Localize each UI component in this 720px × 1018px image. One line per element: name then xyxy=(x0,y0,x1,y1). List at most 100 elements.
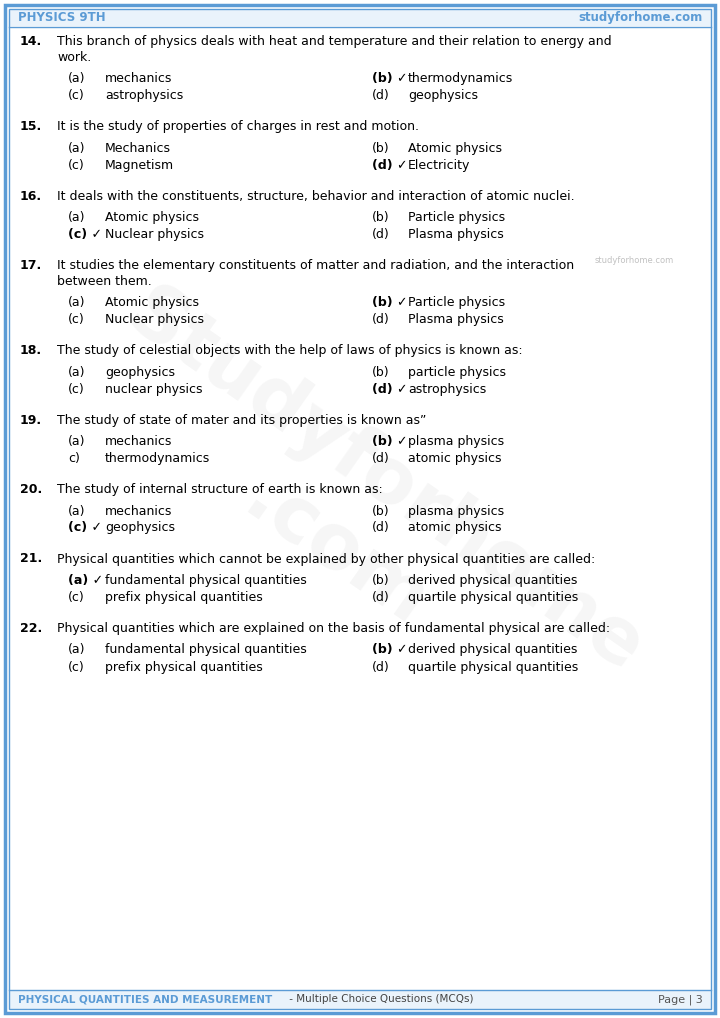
Text: plasma physics: plasma physics xyxy=(408,435,504,448)
Text: thermodynamics: thermodynamics xyxy=(105,452,210,465)
Text: 18.: 18. xyxy=(20,344,42,357)
Text: Page | 3: Page | 3 xyxy=(658,995,703,1005)
Text: Particle physics: Particle physics xyxy=(408,296,505,309)
Text: geophysics: geophysics xyxy=(105,521,175,534)
Text: 20.: 20. xyxy=(20,483,42,496)
Text: atomic physics: atomic physics xyxy=(408,452,502,465)
Text: Physical quantities which are explained on the basis of fundamental physical are: Physical quantities which are explained … xyxy=(57,622,610,635)
Text: Atomic physics: Atomic physics xyxy=(105,211,199,224)
Text: (b) ✓: (b) ✓ xyxy=(372,296,408,309)
Text: (a): (a) xyxy=(68,643,86,657)
Text: (a): (a) xyxy=(68,296,86,309)
Text: geophysics: geophysics xyxy=(408,89,478,102)
Text: (a): (a) xyxy=(68,435,86,448)
Text: (a): (a) xyxy=(68,365,86,379)
Text: (b): (b) xyxy=(372,574,390,587)
Text: (b) ✓: (b) ✓ xyxy=(372,435,408,448)
Text: fundamental physical quantities: fundamental physical quantities xyxy=(105,574,307,587)
Text: (c): (c) xyxy=(68,159,85,171)
Text: (a): (a) xyxy=(68,211,86,224)
Text: geophysics: geophysics xyxy=(105,365,175,379)
Text: 21.: 21. xyxy=(20,553,42,566)
Text: (a) ✓: (a) ✓ xyxy=(68,574,103,587)
Text: (b) ✓: (b) ✓ xyxy=(372,643,408,657)
Text: quartile physical quantities: quartile physical quantities xyxy=(408,591,578,604)
Text: (d): (d) xyxy=(372,228,390,241)
Text: (a): (a) xyxy=(68,72,86,84)
Text: (c) ✓: (c) ✓ xyxy=(68,228,102,241)
Text: Nuclear physics: Nuclear physics xyxy=(105,228,204,241)
Text: Magnetism: Magnetism xyxy=(105,159,174,171)
Text: Electricity: Electricity xyxy=(408,159,470,171)
Text: fundamental physical quantities: fundamental physical quantities xyxy=(105,643,307,657)
Text: (c): (c) xyxy=(68,383,85,396)
Text: (c): (c) xyxy=(68,313,85,326)
Text: PHYSICS 9TH: PHYSICS 9TH xyxy=(18,11,106,24)
Text: Plasma physics: Plasma physics xyxy=(408,313,504,326)
Text: (c): (c) xyxy=(68,89,85,102)
Text: 17.: 17. xyxy=(20,259,42,272)
Text: c): c) xyxy=(68,452,80,465)
Text: mechanics: mechanics xyxy=(105,72,172,84)
Bar xyxy=(9,9,711,26)
Text: (b): (b) xyxy=(372,211,390,224)
Text: nuclear physics: nuclear physics xyxy=(105,383,202,396)
Text: (d): (d) xyxy=(372,89,390,102)
Text: Nuclear physics: Nuclear physics xyxy=(105,313,204,326)
Text: It is the study of properties of charges in rest and motion.: It is the study of properties of charges… xyxy=(57,120,419,133)
Text: particle physics: particle physics xyxy=(408,365,506,379)
Text: thermodynamics: thermodynamics xyxy=(408,72,513,84)
Text: It studies the elementary constituents of matter and radiation, and the interact: It studies the elementary constituents o… xyxy=(57,259,574,272)
Text: 22.: 22. xyxy=(20,622,42,635)
Text: work.: work. xyxy=(57,51,91,63)
Text: Studyforhome
.com: Studyforhome .com xyxy=(63,277,657,759)
Text: This branch of physics deals with heat and temperature and their relation to ene: This branch of physics deals with heat a… xyxy=(57,35,611,48)
Text: - Multiple Choice Questions (MCQs): - Multiple Choice Questions (MCQs) xyxy=(286,995,474,1005)
Text: The study of celestial objects with the help of laws of physics is known as:: The study of celestial objects with the … xyxy=(57,344,523,357)
Text: atomic physics: atomic physics xyxy=(408,521,502,534)
Text: (d): (d) xyxy=(372,313,390,326)
Text: (c) ✓: (c) ✓ xyxy=(68,521,102,534)
Text: (b): (b) xyxy=(372,142,390,155)
Text: astrophysics: astrophysics xyxy=(105,89,184,102)
Text: (c): (c) xyxy=(68,661,85,674)
Text: The study of internal structure of earth is known as:: The study of internal structure of earth… xyxy=(57,483,383,496)
Text: derived physical quantities: derived physical quantities xyxy=(408,643,577,657)
Text: (d): (d) xyxy=(372,591,390,604)
Text: between them.: between them. xyxy=(57,275,152,287)
Text: (a): (a) xyxy=(68,505,86,517)
Text: studyforhome.com: studyforhome.com xyxy=(595,256,674,265)
Text: (d): (d) xyxy=(372,452,390,465)
Text: Atomic physics: Atomic physics xyxy=(105,296,199,309)
Text: Mechanics: Mechanics xyxy=(105,142,171,155)
Text: Particle physics: Particle physics xyxy=(408,211,505,224)
Text: mechanics: mechanics xyxy=(105,435,172,448)
Text: 15.: 15. xyxy=(20,120,42,133)
Text: (b) ✓: (b) ✓ xyxy=(372,72,408,84)
Text: plasma physics: plasma physics xyxy=(408,505,504,517)
Text: prefix physical quantities: prefix physical quantities xyxy=(105,591,263,604)
Text: (a): (a) xyxy=(68,142,86,155)
Text: quartile physical quantities: quartile physical quantities xyxy=(408,661,578,674)
Text: mechanics: mechanics xyxy=(105,505,172,517)
Text: prefix physical quantities: prefix physical quantities xyxy=(105,661,263,674)
Text: derived physical quantities: derived physical quantities xyxy=(408,574,577,587)
Text: (b): (b) xyxy=(372,505,390,517)
Text: (d) ✓: (d) ✓ xyxy=(372,383,408,396)
Text: 14.: 14. xyxy=(20,35,42,48)
Text: Atomic physics: Atomic physics xyxy=(408,142,502,155)
Bar xyxy=(9,991,711,1009)
Text: (d): (d) xyxy=(372,661,390,674)
Text: (c): (c) xyxy=(68,591,85,604)
Text: (d): (d) xyxy=(372,521,390,534)
Text: Plasma physics: Plasma physics xyxy=(408,228,504,241)
Text: Physical quantities which cannot be explained by other physical quantities are c: Physical quantities which cannot be expl… xyxy=(57,553,595,566)
Text: PHYSICAL QUANTITIES AND MEASUREMENT: PHYSICAL QUANTITIES AND MEASUREMENT xyxy=(18,995,272,1005)
Text: 16.: 16. xyxy=(20,189,42,203)
Text: (b): (b) xyxy=(372,365,390,379)
Text: astrophysics: astrophysics xyxy=(408,383,486,396)
Text: studyforhome.com: studyforhome.com xyxy=(579,11,703,24)
Text: It deals with the constituents, structure, behavior and interaction of atomic nu: It deals with the constituents, structur… xyxy=(57,189,575,203)
Text: (d) ✓: (d) ✓ xyxy=(372,159,408,171)
Text: 19.: 19. xyxy=(20,413,42,427)
